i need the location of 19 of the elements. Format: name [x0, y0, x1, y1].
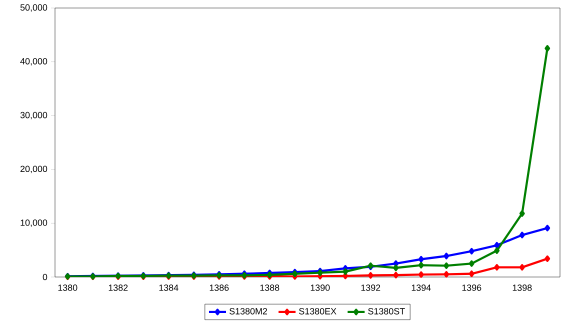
y-tick-label: 10,000 [20, 219, 48, 227]
y-tick-label: 40,000 [20, 58, 48, 66]
y-tick-label: 30,000 [20, 112, 48, 120]
x-tick-label: 1398 [512, 284, 532, 291]
x-tick-label: 1392 [361, 284, 380, 291]
x-tick-label: 1390 [310, 284, 330, 291]
x-tick-label: 1384 [159, 284, 178, 291]
legend-label: S1380EX [299, 308, 336, 314]
x-tick-label: 1396 [462, 284, 482, 291]
legend-label: S1380M2 [229, 308, 268, 314]
x-tick-label: 1380 [58, 284, 78, 291]
y-tick-label: 50,000 [20, 4, 48, 12]
x-tick-label: 1382 [108, 284, 128, 291]
x-tick-label: 1394 [412, 284, 431, 291]
x-tick-label: 1388 [260, 284, 280, 291]
legend-label: S1380ST [368, 308, 405, 314]
y-tick-label: 0 [42, 274, 48, 280]
x-tick-label: 1386 [210, 284, 229, 291]
y-tick-label: 20,000 [20, 166, 48, 174]
